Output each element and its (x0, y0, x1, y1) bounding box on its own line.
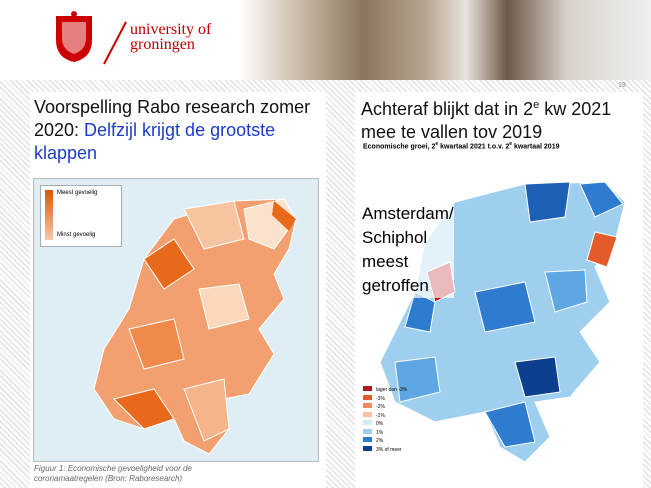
legend-swatch (363, 437, 372, 442)
legend-label: Meest gevoelig (57, 190, 97, 196)
sub-text: kwartaal 2019 (512, 143, 559, 150)
right-legend: lager dan -3% -3% -2% -1% 0% 1% 2% 3% of meer (363, 386, 407, 454)
annotation-line: meest (362, 250, 454, 274)
legend-row: 2% (363, 437, 407, 446)
legend-label: lager dan -3% (376, 387, 407, 393)
header: university of groningen (0, 0, 651, 80)
heading-text: Achteraf blijkt dat in 2 (361, 99, 533, 119)
sub-text: kwartaal 2021 t.o.v. 2 (438, 143, 509, 150)
logo-text: university of groningen (130, 22, 211, 52)
legend-label: 0% (376, 421, 383, 427)
sub-text: Economische groei, 2 (363, 143, 435, 150)
legend-ramp (45, 190, 53, 240)
left-panel: Voorspelling Rabo research zomer 2020: D… (30, 92, 326, 488)
left-legend: Meest gevoelig Minst gevoelig (40, 185, 122, 247)
legend-swatch (363, 412, 372, 417)
legend-row: -3% (363, 395, 407, 404)
legend-row: 0% (363, 420, 407, 429)
right-subheading: Economische groei, 2e kwartaal 2021 t.o.… (363, 140, 633, 151)
legend-row: lager dan -3% (363, 386, 407, 395)
logo-slash (100, 18, 130, 68)
legend-label: 2% (376, 438, 383, 444)
legend-label: 3% of meer (376, 447, 402, 453)
legend-row: 3% of meer (363, 446, 407, 455)
logo-line: university of (130, 22, 211, 37)
legend-swatch (363, 395, 372, 400)
slide: university of groningen 19 Voorspelling … (0, 0, 651, 488)
left-heading: Voorspelling Rabo research zomer 2020: D… (34, 96, 324, 165)
page-number: 19 (618, 82, 626, 89)
legend-label: -1% (376, 413, 385, 419)
legend-row: -2% (363, 403, 407, 412)
legend-label: -3% (376, 396, 385, 402)
logo-crest (48, 10, 108, 65)
legend-swatch (363, 403, 372, 408)
annotation-line: Amsterdam/ (362, 202, 454, 226)
annotation-line: Schiphol (362, 226, 454, 250)
annotation: Amsterdam/ Schiphol meest getroffen (362, 202, 454, 298)
right-panel: Achteraf blijkt dat in 2e kw 2021 mee te… (355, 92, 643, 488)
legend-swatch (363, 429, 372, 434)
left-map: Meest gevoelig Minst gevoelig (33, 178, 319, 462)
annotation-line: getroffen (362, 274, 454, 298)
right-heading: Achteraf blijkt dat in 2e kw 2021 mee te… (361, 94, 643, 144)
header-photo (240, 0, 651, 80)
legend-swatch (363, 386, 372, 391)
legend-swatch (363, 420, 372, 425)
left-caption: Figuur 1: Economische gevoeligheid voor … (34, 464, 192, 484)
legend-row: -1% (363, 412, 407, 421)
legend-swatch (363, 446, 372, 451)
caption-line: Figuur 1: Economische gevoeligheid voor … (34, 464, 192, 474)
legend-label: Minst gevoelig (57, 232, 95, 238)
logo-line: groningen (130, 37, 211, 52)
legend-label: 1% (376, 430, 383, 436)
legend-row: 1% (363, 429, 407, 438)
legend-label: -2% (376, 404, 385, 410)
caption-line: coronamaatregelen (Bron: Raboresearch) (34, 474, 192, 484)
